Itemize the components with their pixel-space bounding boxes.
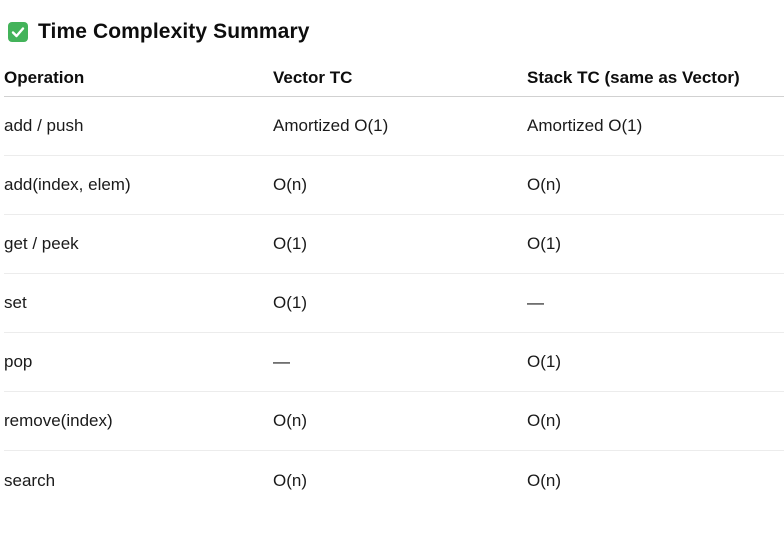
table-row: set O(1) — (4, 274, 784, 333)
section-heading: Time Complexity Summary (8, 19, 310, 45)
table-header-row: Operation Vector TC Stack TC (same as Ve… (4, 59, 784, 97)
stack-tc-cell: O(n) (527, 470, 561, 490)
operation-cell: add / push (4, 116, 84, 135)
operation-cell: add(index, elem) (4, 175, 131, 194)
column-header-operation: Operation (4, 67, 85, 87)
vector-tc-cell: O(1) (273, 234, 307, 253)
column-header-vector-tc: Vector TC (273, 67, 353, 87)
table-row: search O(n) O(n) (4, 451, 784, 510)
check-mark-button-icon (8, 22, 28, 42)
vector-tc-cell: O(n) (273, 470, 307, 490)
table-row: get / peek O(1) O(1) (4, 215, 784, 274)
operation-cell: pop (4, 352, 33, 371)
operation-cell: search (4, 470, 56, 490)
stack-tc-cell: — (527, 293, 544, 312)
operation-cell: get / peek (4, 234, 79, 253)
stack-tc-cell: O(n) (527, 175, 561, 194)
vector-tc-cell: Amortized O(1) (273, 116, 389, 135)
stack-tc-cell: O(n) (527, 411, 561, 430)
operation-cell: remove(index) (4, 411, 113, 430)
heading-title: Time Complexity Summary (38, 20, 310, 43)
table-row: add(index, elem) O(n) O(n) (4, 156, 784, 215)
vector-tc-cell: — (273, 352, 290, 371)
vector-tc-cell: O(1) (273, 293, 307, 312)
table-row: add / push Amortized O(1) Amortized O(1) (4, 97, 784, 156)
vector-tc-cell: O(n) (273, 175, 307, 194)
vector-tc-cell: O(n) (273, 411, 307, 430)
stack-tc-cell: O(1) (527, 352, 561, 371)
complexity-table: Operation Vector TC Stack TC (same as Ve… (4, 59, 784, 510)
table-row: remove(index) O(n) O(n) (4, 392, 784, 451)
operation-cell: set (4, 293, 27, 312)
table-row: pop — O(1) (4, 333, 784, 392)
column-header-stack-tc: Stack TC (same as Vector) (527, 67, 740, 87)
stack-tc-cell: Amortized O(1) (527, 116, 643, 135)
stack-tc-cell: O(1) (527, 234, 561, 253)
